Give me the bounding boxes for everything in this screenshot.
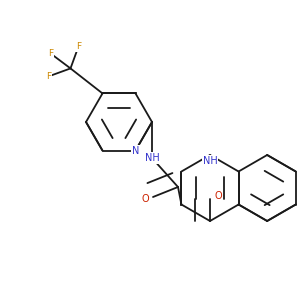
Text: N: N [132, 146, 139, 156]
Text: F: F [48, 49, 53, 58]
Text: NH: NH [202, 156, 217, 166]
Text: NH: NH [145, 153, 159, 163]
Text: F: F [76, 42, 81, 51]
Text: O: O [141, 194, 149, 204]
Text: O: O [214, 191, 222, 201]
Text: F: F [46, 72, 51, 81]
